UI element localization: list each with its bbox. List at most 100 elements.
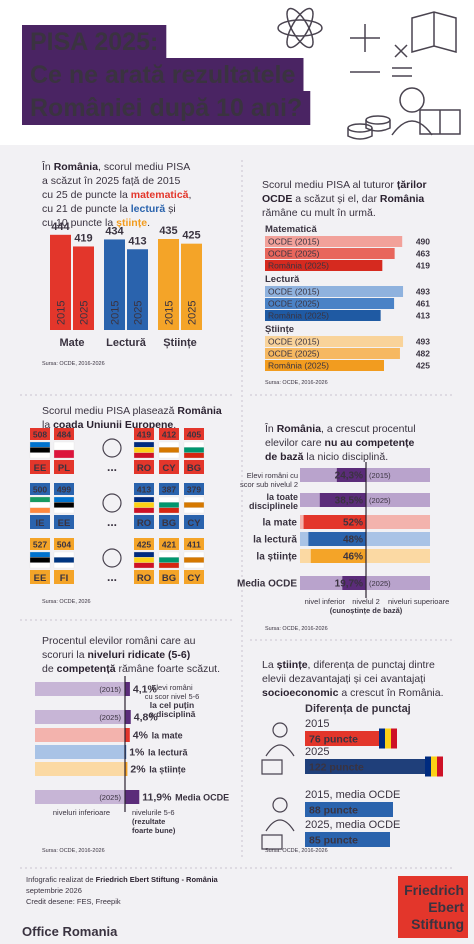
text-run: . bbox=[173, 419, 176, 431]
flag-stripe bbox=[133, 562, 155, 569]
flag-stripe bbox=[133, 502, 155, 508]
paragraph-line: de competență rămâne foarte scăzut. bbox=[42, 663, 220, 675]
series-label: 2015 bbox=[164, 301, 176, 325]
text-run: România bbox=[277, 423, 322, 435]
axis-label: nivelul 2 bbox=[352, 597, 380, 606]
value-box bbox=[159, 483, 179, 495]
axis-label: (rezultate bbox=[132, 817, 165, 826]
country-code: CY bbox=[187, 573, 201, 584]
text-run: Procentul elevilor români care au bbox=[42, 635, 196, 647]
value-label: 411 bbox=[187, 540, 201, 550]
axis-label: nivelurile 5-6 bbox=[132, 808, 175, 817]
panel-dividers bbox=[20, 160, 455, 869]
paragraph-line: OCDE a scăzut și el, dar România bbox=[262, 193, 424, 205]
text-run: a scăzut și el, dar bbox=[292, 193, 380, 205]
intro-label: Elevi români cu bbox=[247, 471, 298, 480]
ellipsis: ... bbox=[107, 515, 117, 529]
office-name: Office Romania bbox=[22, 924, 118, 939]
bar bbox=[158, 239, 179, 330]
flag-stripe bbox=[53, 551, 75, 558]
text-run: cu 10 puncte la bbox=[42, 217, 116, 229]
text-run: Infografic realizat de bbox=[26, 875, 96, 884]
paragraph-line: La științe, diferența de punctaj dintre bbox=[262, 659, 435, 671]
country-code: IE bbox=[36, 518, 45, 529]
text-run: scoruri la bbox=[42, 649, 88, 661]
code-box bbox=[30, 570, 50, 584]
value-label: 527 bbox=[33, 540, 47, 550]
value-box bbox=[159, 538, 179, 550]
axis-label: niveluri inferioare bbox=[53, 808, 110, 817]
value-label: 461 bbox=[416, 299, 430, 309]
row-label: 2015, media OCDE bbox=[305, 789, 400, 801]
background-bar bbox=[35, 682, 125, 696]
value-label: 413 bbox=[128, 235, 146, 247]
paragraph-line: cu 10 puncte la științe. bbox=[42, 217, 150, 229]
row-label: Media OCDE bbox=[237, 579, 297, 590]
year-label: (2015) bbox=[99, 685, 121, 694]
value-box bbox=[134, 483, 154, 495]
series-label: 2015 bbox=[110, 301, 122, 325]
value-label: 504 bbox=[57, 540, 71, 550]
value-label: 413 bbox=[137, 485, 151, 495]
paragraph-line: În România, scorul mediu PISA bbox=[41, 160, 190, 173]
value-box bbox=[134, 538, 154, 550]
flag-stripe bbox=[158, 441, 180, 448]
bar bbox=[125, 790, 140, 804]
flag-stripe bbox=[391, 728, 397, 749]
code-box bbox=[184, 570, 204, 584]
text-run: socioeconomic bbox=[262, 687, 339, 699]
value-label: 38,5% bbox=[335, 496, 363, 507]
flag-stripe bbox=[53, 441, 75, 451]
code-box bbox=[30, 515, 50, 529]
title-box bbox=[22, 58, 304, 92]
flag-stripe bbox=[29, 447, 51, 453]
country-code: BG bbox=[162, 573, 176, 584]
value-box bbox=[30, 428, 50, 440]
value-box bbox=[184, 538, 204, 550]
code-box bbox=[54, 570, 74, 584]
row-label: la lectură bbox=[253, 535, 297, 546]
category-label: Lectură bbox=[106, 337, 147, 349]
flag-stripe bbox=[183, 557, 205, 563]
subject-icon bbox=[102, 548, 122, 568]
text-run: Scorul mediu PISA al tuturor bbox=[262, 179, 397, 191]
source: Sursa: OCDE, 2016-2026 bbox=[42, 361, 105, 367]
text-run: cu 21 de puncte la bbox=[42, 203, 131, 215]
bar-label: România (2025) bbox=[268, 361, 329, 371]
value-label: 499 bbox=[57, 485, 71, 495]
bar-label: OCDE (2015) bbox=[268, 287, 320, 297]
country-code: RO bbox=[137, 463, 151, 474]
code-box bbox=[134, 515, 154, 529]
value-box bbox=[54, 538, 74, 550]
text-run: România bbox=[177, 405, 222, 417]
code-box bbox=[54, 515, 74, 529]
logo-text: Friedrich bbox=[404, 882, 464, 898]
bar bbox=[265, 260, 383, 271]
value-label: 2% bbox=[130, 764, 146, 776]
bar bbox=[265, 236, 403, 247]
country-code: BG bbox=[187, 463, 201, 474]
paragraph-line: Procentul elevilor români care au bbox=[42, 635, 196, 647]
bar bbox=[305, 802, 393, 817]
text-run: . bbox=[147, 217, 150, 229]
axis-label: foarte bune) bbox=[132, 826, 176, 835]
logo-text: Stiftung bbox=[411, 916, 464, 932]
background-bar bbox=[35, 728, 125, 742]
paragraph-line: În România, a crescut procentul bbox=[264, 422, 416, 435]
value-box bbox=[30, 483, 50, 495]
paragraph-line: de bază la nicio disciplină. bbox=[265, 451, 388, 463]
title-line: Ce ne arată rezultatele bbox=[30, 61, 295, 89]
flag-stripe bbox=[183, 496, 205, 503]
bar bbox=[125, 728, 130, 742]
axis-label: (cunoștințe de bază) bbox=[330, 606, 403, 615]
background-bar bbox=[35, 790, 125, 804]
note-label: la cel puțin bbox=[150, 700, 194, 710]
value-box bbox=[184, 428, 204, 440]
bar bbox=[303, 515, 366, 529]
title-box bbox=[22, 91, 311, 125]
country-code: RO bbox=[137, 518, 151, 529]
country-code: RO bbox=[137, 573, 151, 584]
country-code: EE bbox=[34, 573, 47, 584]
note-label: o disciplină bbox=[149, 709, 196, 719]
code-box bbox=[134, 460, 154, 474]
